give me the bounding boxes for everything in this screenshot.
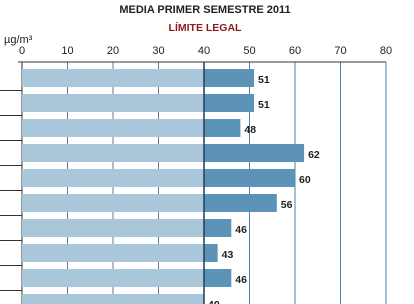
x-tick-label: 0 [19, 45, 25, 57]
bar-below-limit [22, 219, 204, 237]
x-tick-label: 60 [289, 45, 301, 57]
bar-below-limit [22, 194, 204, 212]
value-label: 46 [235, 274, 247, 286]
x-tick-label: 80 [380, 45, 392, 57]
chart-title: MEDIA PRIMER SEMESTRE 2011 [119, 4, 290, 16]
value-label: 48 [244, 124, 256, 136]
value-label: 51 [258, 74, 270, 86]
value-label: 40 [208, 299, 220, 304]
value-label: 62 [308, 149, 320, 161]
value-label: 51 [258, 99, 270, 111]
bar-below-limit [22, 294, 204, 304]
value-label: 60 [299, 174, 311, 186]
bar-below-limit [22, 119, 204, 137]
value-label: 43 [222, 249, 234, 261]
x-tick-label: 10 [61, 45, 73, 57]
chart-subtitle: LÍMITE LEGAL [169, 21, 242, 34]
x-tick-label: 30 [152, 45, 164, 57]
value-label: 46 [235, 224, 247, 236]
x-tick-label: 20 [107, 45, 119, 57]
x-tick-label: 50 [243, 45, 255, 57]
bar-below-limit [22, 244, 204, 262]
bar-below-limit [22, 269, 204, 287]
bar-below-limit [22, 69, 204, 87]
axis-label: µg/m³ [4, 34, 33, 46]
bar-below-limit [22, 169, 204, 187]
bar-below-limit [22, 94, 204, 112]
bar-below-limit [22, 144, 204, 162]
x-tick-label: 40 [198, 45, 210, 57]
value-label: 56 [281, 199, 293, 211]
x-tick-label: 70 [334, 45, 346, 57]
